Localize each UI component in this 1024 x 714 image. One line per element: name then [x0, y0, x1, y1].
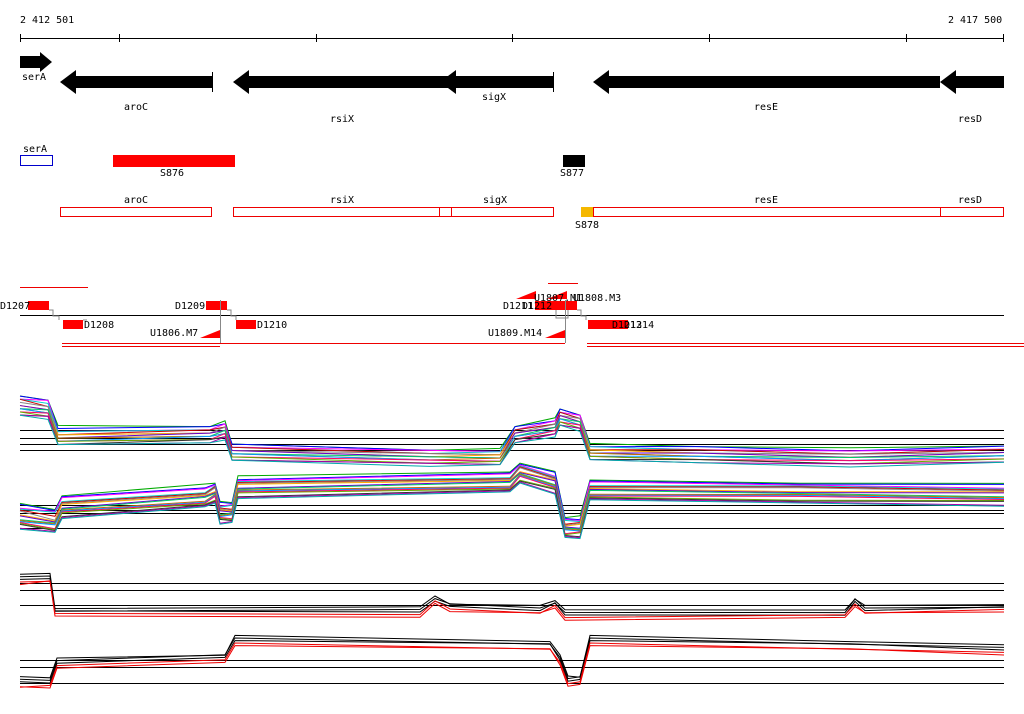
transcript-label: rsiX — [330, 195, 354, 206]
probe-label: U1808.M3 — [573, 293, 621, 304]
transcript-label: sigX — [483, 195, 507, 206]
probe-label: D1212 — [522, 301, 552, 312]
region-label: S876 — [160, 168, 184, 179]
trace — [19, 462, 1005, 519]
trace — [19, 404, 1005, 458]
expression-traces — [19, 395, 1005, 689]
region-label: S877 — [560, 168, 584, 179]
probe-label: D1207 — [0, 301, 30, 312]
trace — [19, 471, 1005, 527]
trace — [19, 398, 1005, 456]
panel-lines — [20, 430, 1004, 684]
probe-label: U1809.M14 — [488, 328, 542, 339]
ruler-end: 2 417 500 — [948, 15, 1002, 26]
ruler-start: 2 412 501 — [20, 15, 74, 26]
gene-arrows — [20, 52, 1004, 94]
trace — [19, 405, 1005, 459]
transcript-label: resD — [958, 195, 982, 206]
ruler — [20, 34, 1004, 42]
transcript-label: resE — [754, 195, 778, 206]
trace — [19, 479, 1005, 536]
probe-track — [20, 283, 1024, 347]
trace — [19, 580, 1005, 621]
trace — [19, 634, 1005, 679]
region-box — [563, 155, 585, 167]
gene-label: sigX — [482, 92, 506, 103]
probe-label: D1214 — [624, 320, 654, 331]
transcript-box — [581, 207, 593, 217]
trace — [19, 395, 1005, 452]
gene-label: rsiX — [330, 114, 354, 125]
trace — [19, 642, 1005, 688]
gene-ends — [212, 72, 554, 92]
trace — [19, 472, 1005, 530]
probe-label: D1210 — [257, 320, 287, 331]
trace — [19, 414, 1005, 468]
trace — [19, 395, 1005, 451]
transcript-boxes — [60, 207, 1004, 217]
trace — [19, 645, 1005, 689]
trace — [19, 464, 1005, 522]
gene-label: resE — [754, 102, 778, 113]
trace — [19, 637, 1005, 681]
region-box — [113, 155, 235, 167]
trace — [19, 398, 1005, 455]
trace — [19, 640, 1005, 684]
trace — [19, 408, 1005, 462]
gene-label: resD — [958, 114, 982, 125]
probe-label: D1211 — [503, 301, 533, 312]
gene-label: serA — [22, 72, 46, 83]
trace — [19, 482, 1005, 540]
region-box — [20, 155, 53, 166]
probe-label: D1209 — [175, 301, 205, 312]
probe-label: D1208 — [84, 320, 114, 331]
gene-label: aroC — [124, 102, 148, 113]
trace — [19, 408, 1005, 462]
trace — [19, 414, 1005, 465]
probe-label: U1807.M1 — [534, 293, 582, 304]
region-label: serA — [23, 144, 47, 155]
transcript-label: S878 — [575, 220, 599, 231]
trace — [19, 411, 1005, 465]
probe-label: U1806.M7 — [150, 328, 198, 339]
transcript-label: aroC — [124, 195, 148, 206]
probe-label: D1213 — [612, 320, 642, 331]
